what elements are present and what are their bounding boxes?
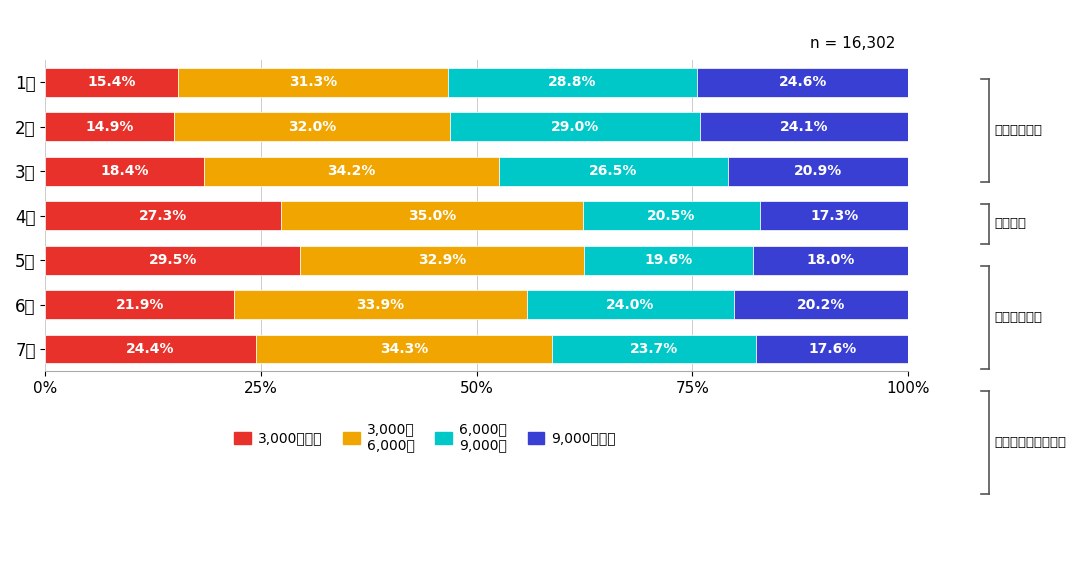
Bar (760, 201, 909, 230)
Bar (300, 246, 583, 274)
Text: n = 16,302: n = 16,302 (810, 36, 895, 51)
Text: 24.1%: 24.1% (780, 120, 829, 134)
Text: 21.9%: 21.9% (115, 298, 164, 312)
Bar (450, 112, 700, 141)
Text: 15.4%: 15.4% (88, 75, 136, 90)
Bar (527, 290, 734, 319)
Bar (46, 68, 178, 97)
Text: 20.5%: 20.5% (647, 209, 695, 223)
Text: 18.0%: 18.0% (806, 253, 855, 267)
Bar (756, 335, 908, 363)
Bar (734, 290, 908, 319)
Bar (449, 68, 697, 97)
Text: 35.0%: 35.0% (407, 209, 456, 223)
Text: 34.2%: 34.2% (327, 164, 376, 178)
Bar (753, 246, 908, 274)
Text: コロナ影響前: コロナ影響前 (995, 124, 1043, 137)
Bar (46, 157, 204, 185)
Text: 34.3%: 34.3% (380, 342, 428, 356)
Text: 24.6%: 24.6% (779, 75, 828, 90)
Text: 32.9%: 32.9% (418, 253, 466, 267)
Text: 27.3%: 27.3% (139, 209, 187, 223)
Bar (700, 112, 908, 141)
Text: 19.6%: 19.6% (644, 253, 693, 267)
Bar (552, 335, 756, 363)
Text: 26.5%: 26.5% (590, 164, 637, 178)
Text: 31.3%: 31.3% (289, 75, 338, 90)
Text: 17.6%: 17.6% (808, 342, 856, 356)
Bar (174, 112, 450, 141)
Text: 緊急事態宣言: 緊急事態宣言 (995, 311, 1043, 324)
Text: 18.4%: 18.4% (101, 164, 149, 178)
Bar (235, 290, 527, 319)
Bar (256, 335, 552, 363)
Bar (178, 68, 449, 97)
Text: 20.9%: 20.9% (794, 164, 842, 178)
Bar (583, 246, 753, 274)
Text: 17.3%: 17.3% (810, 209, 858, 223)
Text: 自粛要請: 自粛要請 (995, 218, 1026, 230)
Text: 14.9%: 14.9% (86, 120, 134, 134)
Bar (46, 112, 174, 141)
Bar (204, 157, 500, 185)
Bar (281, 201, 583, 230)
Text: 28.8%: 28.8% (548, 75, 596, 90)
Text: 29.5%: 29.5% (149, 253, 197, 267)
Text: 23.7%: 23.7% (630, 342, 678, 356)
Bar (697, 68, 909, 97)
Text: 緊急事態宣言解除後: 緊急事態宣言解除後 (995, 436, 1066, 448)
Bar (46, 335, 256, 363)
Text: 32.0%: 32.0% (288, 120, 336, 134)
Text: 33.9%: 33.9% (356, 298, 405, 312)
Legend: 3,000歩未満, 3,000～
6,000歩, 6,000～
9,000歩, 9,000歩以上: 3,000歩未満, 3,000～ 6,000歩, 6,000～ 9,000歩, … (228, 416, 621, 458)
Text: 24.0%: 24.0% (606, 298, 655, 312)
Text: 20.2%: 20.2% (797, 298, 845, 312)
Text: 24.4%: 24.4% (126, 342, 175, 356)
Bar (583, 201, 760, 230)
Bar (46, 290, 235, 319)
Bar (46, 246, 300, 274)
Text: 29.0%: 29.0% (551, 120, 599, 134)
Bar (500, 157, 728, 185)
Bar (46, 201, 281, 230)
Bar (728, 157, 908, 185)
